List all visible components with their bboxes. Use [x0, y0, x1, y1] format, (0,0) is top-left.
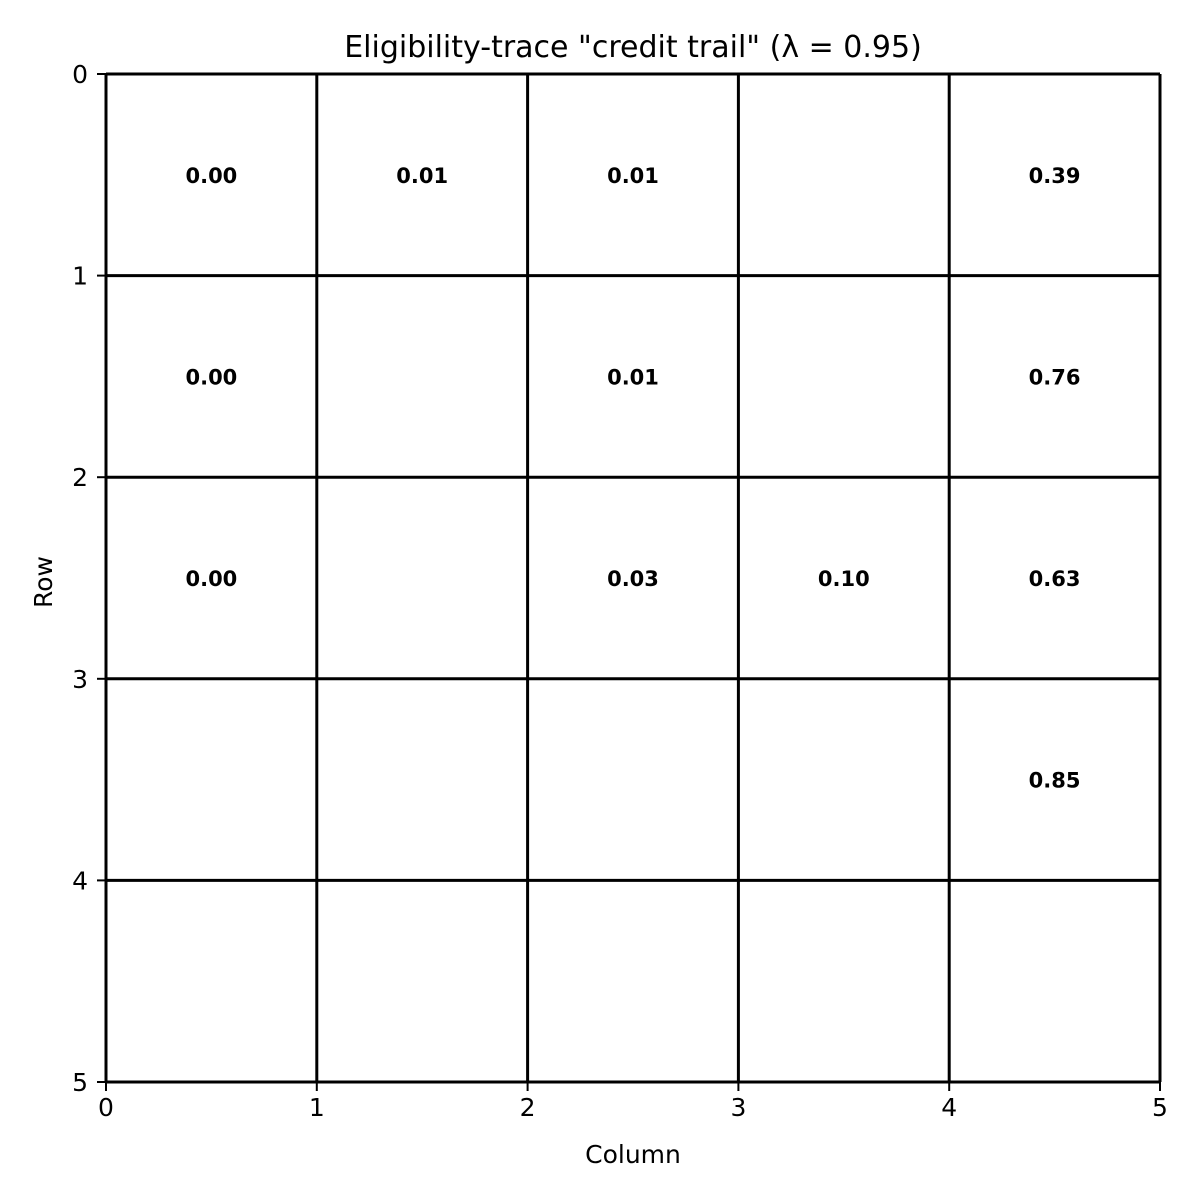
cell-value-label: 0.85 [1029, 769, 1081, 793]
y-tick-label: 3 [72, 665, 88, 694]
cell-value-label: 0.03 [607, 567, 659, 591]
chart-title: Eligibility-trace "credit trail" (λ = 0.… [344, 30, 922, 65]
x-tick-label: 3 [730, 1093, 746, 1122]
cell-value-label: 0.00 [185, 567, 237, 591]
x-tick-label: 5 [1152, 1093, 1168, 1122]
y-tick-label: 5 [72, 1068, 88, 1097]
cell-value-label: 0.10 [818, 567, 870, 591]
cell-value-label: 0.01 [607, 164, 659, 188]
y-tick-label: 4 [72, 866, 88, 895]
x-tick-label: 2 [520, 1093, 536, 1122]
cell-value-label: 0.01 [396, 164, 448, 188]
cell-value-label: 0.39 [1029, 164, 1081, 188]
y-tick-label: 2 [72, 463, 88, 492]
cell-value-label: 0.00 [185, 365, 237, 389]
y-tick-label: 1 [72, 262, 88, 291]
x-tick-label: 0 [98, 1093, 114, 1122]
x-axis-label: Column [585, 1140, 681, 1169]
cell-value-label: 0.01 [607, 365, 659, 389]
plot-background [106, 74, 1160, 1082]
y-axis-label: Row [29, 556, 58, 608]
x-tick-label: 1 [309, 1093, 325, 1122]
x-tick-label: 4 [941, 1093, 957, 1122]
cell-value-label: 0.76 [1029, 365, 1081, 389]
y-tick-label: 0 [72, 60, 88, 89]
cell-value-label: 0.63 [1029, 567, 1081, 591]
cell-value-label: 0.00 [185, 164, 237, 188]
